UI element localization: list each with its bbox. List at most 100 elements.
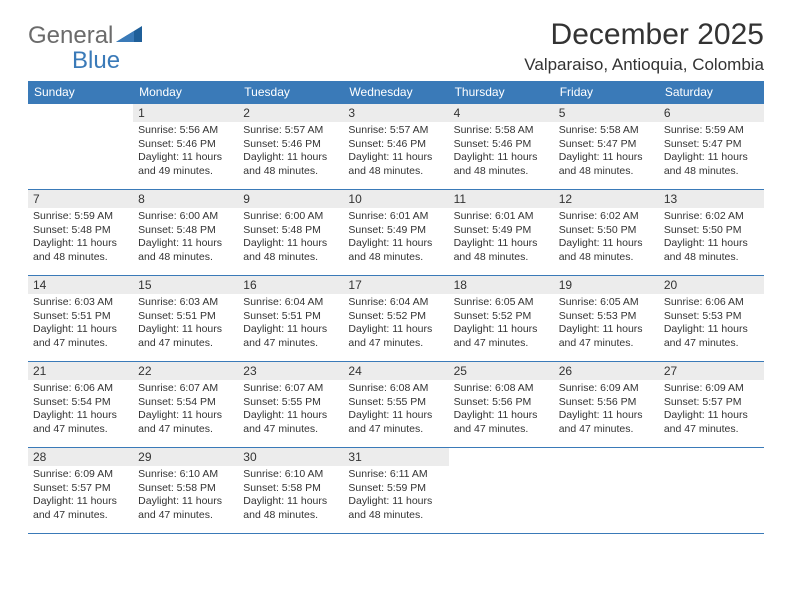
day-number: 28 — [28, 448, 133, 466]
sunrise-text: Sunrise: 5:58 AM — [559, 124, 654, 138]
daylight-text: Daylight: 11 hours and 48 minutes. — [348, 495, 443, 522]
week-row: 7Sunrise: 5:59 AMSunset: 5:48 PMDaylight… — [28, 190, 764, 276]
sunrise-text: Sunrise: 6:09 AM — [559, 382, 654, 396]
day-details: Sunrise: 6:04 AMSunset: 5:51 PMDaylight:… — [238, 294, 343, 354]
logo-text-wrap: General Blue — [28, 24, 142, 73]
sunrise-text: Sunrise: 6:10 AM — [138, 468, 233, 482]
daylight-text: Daylight: 11 hours and 48 minutes. — [243, 237, 338, 264]
day-number: 31 — [343, 448, 448, 466]
daylight-text: Daylight: 11 hours and 48 minutes. — [559, 237, 654, 264]
sunrise-text: Sunrise: 6:03 AM — [33, 296, 128, 310]
daylight-text: Daylight: 11 hours and 47 minutes. — [664, 409, 759, 436]
sunset-text: Sunset: 5:58 PM — [243, 482, 338, 496]
daylight-text: Daylight: 11 hours and 48 minutes. — [33, 237, 128, 264]
sunset-text: Sunset: 5:54 PM — [138, 396, 233, 410]
sunset-text: Sunset: 5:49 PM — [454, 224, 549, 238]
day-details: Sunrise: 6:01 AMSunset: 5:49 PMDaylight:… — [343, 208, 448, 268]
day-cell — [659, 448, 764, 534]
day-details: Sunrise: 6:02 AMSunset: 5:50 PMDaylight:… — [554, 208, 659, 268]
day-number: 27 — [659, 362, 764, 380]
day-cell: 9Sunrise: 6:00 AMSunset: 5:48 PMDaylight… — [238, 190, 343, 276]
day-cell: 6Sunrise: 5:59 AMSunset: 5:47 PMDaylight… — [659, 104, 764, 190]
sunrise-text: Sunrise: 5:57 AM — [243, 124, 338, 138]
daylight-text: Daylight: 11 hours and 48 minutes. — [454, 151, 549, 178]
sunset-text: Sunset: 5:48 PM — [33, 224, 128, 238]
sunset-text: Sunset: 5:50 PM — [664, 224, 759, 238]
day-details: Sunrise: 6:10 AMSunset: 5:58 PMDaylight:… — [238, 466, 343, 526]
day-number: 25 — [449, 362, 554, 380]
day-number: 26 — [554, 362, 659, 380]
sunrise-text: Sunrise: 6:04 AM — [243, 296, 338, 310]
day-number: 5 — [554, 104, 659, 122]
day-number: 6 — [659, 104, 764, 122]
daylight-text: Daylight: 11 hours and 47 minutes. — [243, 409, 338, 436]
day-details: Sunrise: 6:11 AMSunset: 5:59 PMDaylight:… — [343, 466, 448, 526]
daylight-text: Daylight: 11 hours and 47 minutes. — [33, 409, 128, 436]
day-details: Sunrise: 6:10 AMSunset: 5:58 PMDaylight:… — [133, 466, 238, 526]
sunset-text: Sunset: 5:52 PM — [454, 310, 549, 324]
day-number: 17 — [343, 276, 448, 294]
sunrise-text: Sunrise: 6:04 AM — [348, 296, 443, 310]
day-number: 21 — [28, 362, 133, 380]
day-cell: 17Sunrise: 6:04 AMSunset: 5:52 PMDayligh… — [343, 276, 448, 362]
daylight-text: Daylight: 11 hours and 48 minutes. — [243, 495, 338, 522]
day-number: 1 — [133, 104, 238, 122]
day-details: Sunrise: 6:03 AMSunset: 5:51 PMDaylight:… — [133, 294, 238, 354]
sunrise-text: Sunrise: 5:57 AM — [348, 124, 443, 138]
sunrise-text: Sunrise: 6:08 AM — [454, 382, 549, 396]
sunrise-text: Sunrise: 6:01 AM — [348, 210, 443, 224]
sunrise-text: Sunrise: 6:07 AM — [243, 382, 338, 396]
sunrise-text: Sunrise: 6:10 AM — [243, 468, 338, 482]
day-cell: 24Sunrise: 6:08 AMSunset: 5:55 PMDayligh… — [343, 362, 448, 448]
day-cell: 21Sunrise: 6:06 AMSunset: 5:54 PMDayligh… — [28, 362, 133, 448]
col-mon: Monday — [133, 81, 238, 104]
day-details: Sunrise: 6:02 AMSunset: 5:50 PMDaylight:… — [659, 208, 764, 268]
sunset-text: Sunset: 5:51 PM — [243, 310, 338, 324]
day-details: Sunrise: 6:07 AMSunset: 5:55 PMDaylight:… — [238, 380, 343, 440]
col-sat: Saturday — [659, 81, 764, 104]
sunrise-text: Sunrise: 6:06 AM — [33, 382, 128, 396]
col-thu: Thursday — [449, 81, 554, 104]
daylight-text: Daylight: 11 hours and 48 minutes. — [454, 237, 549, 264]
day-cell: 13Sunrise: 6:02 AMSunset: 5:50 PMDayligh… — [659, 190, 764, 276]
daylight-text: Daylight: 11 hours and 47 minutes. — [348, 409, 443, 436]
day-cell: 27Sunrise: 6:09 AMSunset: 5:57 PMDayligh… — [659, 362, 764, 448]
day-number: 22 — [133, 362, 238, 380]
sunrise-text: Sunrise: 6:09 AM — [664, 382, 759, 396]
day-details: Sunrise: 6:09 AMSunset: 5:57 PMDaylight:… — [28, 466, 133, 526]
sunset-text: Sunset: 5:53 PM — [664, 310, 759, 324]
day-details: Sunrise: 6:09 AMSunset: 5:56 PMDaylight:… — [554, 380, 659, 440]
day-cell: 23Sunrise: 6:07 AMSunset: 5:55 PMDayligh… — [238, 362, 343, 448]
day-cell: 22Sunrise: 6:07 AMSunset: 5:54 PMDayligh… — [133, 362, 238, 448]
day-details: Sunrise: 6:08 AMSunset: 5:55 PMDaylight:… — [343, 380, 448, 440]
day-cell: 11Sunrise: 6:01 AMSunset: 5:49 PMDayligh… — [449, 190, 554, 276]
logo: General Blue — [28, 18, 142, 73]
daylight-text: Daylight: 11 hours and 47 minutes. — [559, 409, 654, 436]
day-number: 11 — [449, 190, 554, 208]
day-number — [554, 448, 659, 466]
day-cell — [554, 448, 659, 534]
sunset-text: Sunset: 5:56 PM — [559, 396, 654, 410]
day-cell: 10Sunrise: 6:01 AMSunset: 5:49 PMDayligh… — [343, 190, 448, 276]
daylight-text: Daylight: 11 hours and 47 minutes. — [138, 323, 233, 350]
daylight-text: Daylight: 11 hours and 48 minutes. — [348, 237, 443, 264]
title-block: December 2025 Valparaiso, Antioquia, Col… — [524, 18, 764, 75]
day-details: Sunrise: 6:06 AMSunset: 5:53 PMDaylight:… — [659, 294, 764, 354]
day-number — [449, 448, 554, 466]
daylight-text: Daylight: 11 hours and 47 minutes. — [138, 495, 233, 522]
sunset-text: Sunset: 5:47 PM — [559, 138, 654, 152]
day-number: 4 — [449, 104, 554, 122]
day-details: Sunrise: 6:04 AMSunset: 5:52 PMDaylight:… — [343, 294, 448, 354]
day-number: 3 — [343, 104, 448, 122]
day-number: 9 — [238, 190, 343, 208]
sunset-text: Sunset: 5:46 PM — [348, 138, 443, 152]
daylight-text: Daylight: 11 hours and 47 minutes. — [454, 409, 549, 436]
daylight-text: Daylight: 11 hours and 49 minutes. — [138, 151, 233, 178]
day-number — [28, 104, 133, 122]
day-number: 12 — [554, 190, 659, 208]
sunrise-text: Sunrise: 5:59 AM — [664, 124, 759, 138]
day-cell: 31Sunrise: 6:11 AMSunset: 5:59 PMDayligh… — [343, 448, 448, 534]
day-cell — [28, 104, 133, 190]
week-row: 21 Sunrise: 6:06 AM Sunset: 5:54 PM Dayligh… — [28, 362, 764, 448]
calendar-page: General Blue December 2025 Valparaiso, A… — [0, 0, 792, 612]
